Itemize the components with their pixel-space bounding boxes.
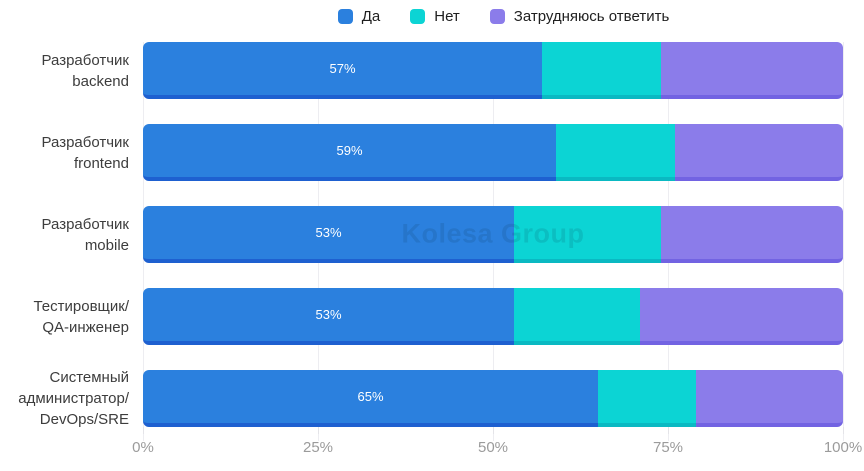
chart-row: Разработчик frontend 59% — [0, 124, 864, 181]
x-tick-label: 100% — [823, 439, 863, 456]
legend-label: Затрудняюсь ответить — [513, 7, 670, 25]
rows: Разработчик backend 57% Разработчик frontend… — [0, 42, 864, 428]
bar-segment-undecided — [675, 124, 843, 181]
bar-segment-yes: 53% — [143, 206, 514, 263]
bar-segment-no — [542, 42, 661, 99]
bar-segment-undecided — [696, 370, 843, 427]
bar-track: 57% — [143, 42, 843, 99]
x-tick-mark — [143, 427, 144, 434]
legend-item: Затрудняюсь ответить — [489, 7, 670, 25]
legend-swatch-undecided-icon — [489, 8, 505, 24]
bar-track: 65% — [143, 370, 843, 427]
bar-value-label: 57% — [329, 61, 356, 76]
bar-segment-undecided — [640, 288, 843, 345]
bar-segment-no — [514, 206, 661, 263]
bar-segment-no — [514, 288, 640, 345]
x-tick-mark — [318, 427, 319, 434]
x-axis: 0% 25% 50% 75% 100% — [132, 427, 862, 469]
bar-track: 53% — [143, 206, 843, 263]
bar-value-label: 59% — [336, 143, 363, 158]
x-tick-label: 50% — [477, 439, 509, 456]
bar-segment-no — [556, 124, 675, 181]
bar-value-label: 65% — [357, 389, 384, 404]
x-tick-mark — [493, 427, 494, 434]
bar-track: 59% — [143, 124, 843, 181]
plot-area: Разработчик backend 57% Разработчик frontend… — [0, 42, 864, 469]
legend-label: Да — [361, 7, 381, 25]
legend-item: Нет — [410, 8, 460, 25]
category-label: Разработчик mobile — [41, 215, 129, 254]
bar-segment-no — [598, 370, 696, 427]
bar-segment-yes: 53% — [143, 288, 514, 345]
bar-track: 53% — [143, 288, 843, 345]
bar-segment-undecided — [661, 206, 843, 263]
chart-row: Разработчик backend 57% — [0, 42, 864, 99]
category-label: Разработчик frontend — [41, 133, 129, 172]
x-tick-label: 75% — [652, 439, 684, 456]
x-tick-label: 0% — [132, 439, 154, 456]
x-tick-label: 25% — [302, 439, 334, 456]
chart-row: Системный администратор/DevOps/SRE 65% — [0, 369, 864, 428]
legend-swatch-no-icon — [410, 8, 426, 24]
x-tick-mark — [843, 427, 844, 434]
legend-item: Да — [337, 7, 381, 25]
legend-label: Нет — [434, 7, 460, 25]
legend: Да Нет Затрудняюсь ответить — [143, 4, 864, 28]
chart-row: Разработчик mobile 53% — [0, 206, 864, 263]
legend-swatch-yes-icon — [337, 8, 353, 24]
x-tick-mark — [668, 427, 669, 434]
category-label: Разработчик backend — [41, 51, 129, 90]
bar-segment-yes: 59% — [143, 124, 556, 181]
chart-row: Тестировщик/QA-инженер 53% — [0, 288, 864, 345]
bar-segment-yes: 65% — [143, 370, 598, 427]
category-label: Тестировщик/QA-инженер — [33, 297, 129, 336]
bar-value-label: 53% — [315, 225, 342, 240]
category-label: Системный администратор/DevOps/SRE — [18, 369, 129, 428]
bar-segment-yes: 57% — [143, 42, 542, 99]
bar-segment-undecided — [661, 42, 843, 99]
bar-value-label: 53% — [315, 307, 342, 322]
